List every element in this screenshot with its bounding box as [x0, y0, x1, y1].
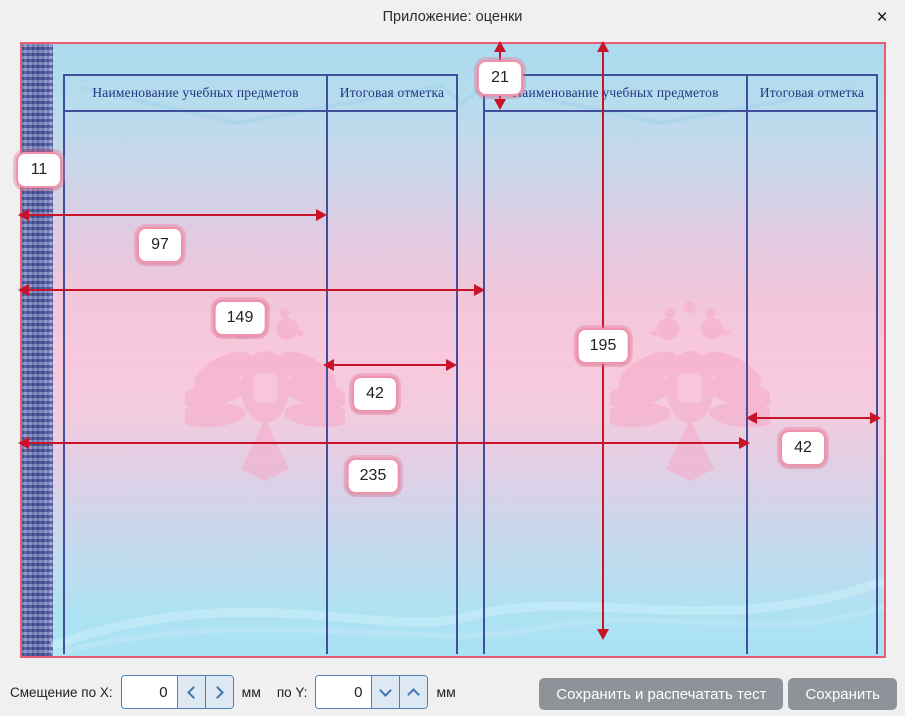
arrow-total-width [18, 437, 750, 449]
offset-x-input[interactable] [121, 676, 177, 708]
chevron-right-icon [210, 685, 224, 699]
measurement-badge-total-width: 235 [346, 458, 400, 494]
offset-x-group [120, 675, 234, 709]
offset-x-label: Смещение по X: [10, 684, 113, 700]
grade-header-label: Итоговая отметка [339, 85, 445, 100]
measurement-badge-page-width: 149 [213, 300, 267, 336]
measurement-badge-subject-col: 97 [137, 227, 183, 263]
grades-table-right: Наименование учебных предметов Итоговая … [483, 74, 878, 654]
measurement-badge-grade-col-left: 42 [352, 376, 398, 412]
header-cell-subjects: Наименование учебных предметов [485, 76, 748, 110]
chevron-up-icon [407, 687, 421, 701]
offset-x-decrease-button[interactable] [176, 676, 205, 708]
measurement-badge-table-height: 195 [576, 328, 630, 364]
chevron-left-icon [186, 685, 200, 699]
arrow-grade-col-left [323, 359, 457, 371]
grades-table-left: Наименование учебных предметов Итоговая … [63, 74, 458, 654]
dialog-titlebar: Приложение: оценки × [0, 0, 905, 36]
save-button[interactable]: Сохранить [788, 678, 897, 710]
eagle-watermark-left [185, 301, 345, 481]
arrow-page-width [18, 284, 485, 296]
offset-y-decrease-button[interactable] [371, 676, 400, 708]
header-cell-subjects: Наименование учебных предметов [65, 76, 328, 110]
measurement-badge-strip-width: 11 [16, 152, 62, 188]
arrow-grade-col-right [746, 412, 881, 424]
offset-x-unit: мм [241, 684, 261, 700]
offset-x-increase-button[interactable] [204, 676, 233, 708]
measurement-badge-header-height: 21 [477, 60, 523, 96]
certificate-preview: Наименование учебных предметов Итоговая … [20, 42, 886, 658]
column-divider [746, 112, 748, 654]
table-header-row: Наименование учебных предметов Итоговая … [485, 76, 876, 112]
dialog-title: Приложение: оценки [382, 9, 523, 25]
offset-y-unit: мм [436, 684, 456, 700]
eagle-watermark-right [610, 301, 770, 481]
offset-controls-bar: Смещение по X: мм по Y: мм [0, 668, 905, 716]
table-header-row: Наименование учебных предметов Итоговая … [65, 76, 456, 112]
subjects-header-label: Наименование учебных предметов [92, 85, 299, 100]
subjects-header-label: Наименование учебных предметов [512, 85, 719, 100]
chevron-down-icon [379, 684, 393, 697]
save-and-print-test-button[interactable]: Сохранить и распечатать тест [539, 678, 784, 710]
header-cell-grade: Итоговая отметка [748, 76, 876, 110]
offset-y-increase-button[interactable] [399, 676, 428, 708]
header-cell-grade: Итоговая отметка [328, 76, 456, 110]
offset-y-group [315, 675, 429, 709]
grade-header-label: Итоговая отметка [759, 85, 865, 100]
guilloche-strip [22, 44, 53, 656]
action-buttons: Сохранить и распечатать тест Сохранить [539, 678, 897, 710]
arrow-subject-col-width [18, 209, 327, 221]
close-icon[interactable]: × [876, 6, 888, 28]
measurement-badge-grade-col-right: 42 [780, 430, 826, 466]
column-divider [326, 112, 328, 654]
offset-y-input[interactable] [316, 676, 372, 708]
offset-y-label: по Y: [276, 684, 308, 700]
